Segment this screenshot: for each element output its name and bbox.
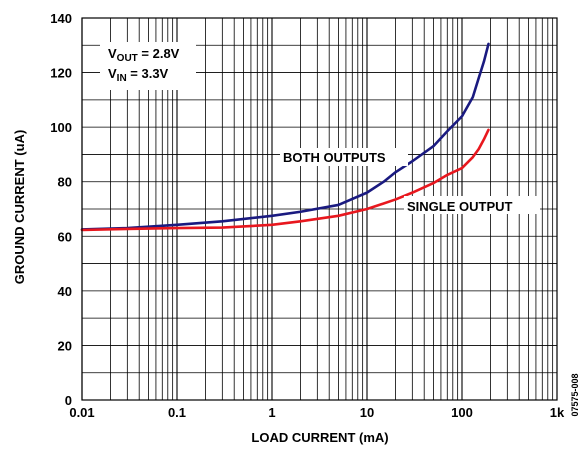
y-tick-label: 20 bbox=[58, 338, 72, 353]
x-tick-label: 0.01 bbox=[69, 405, 94, 420]
tick-labels: 0.01 0.1 1 10 100 1k 0 20 40 60 80 100 120 140 bbox=[50, 11, 565, 420]
conditions-annotation-box bbox=[100, 42, 196, 90]
single-output-label: SINGLE OUTPUT bbox=[407, 199, 513, 214]
x-axis-title: LOAD CURRENT (mA) bbox=[251, 430, 388, 445]
both-outputs-label: BOTH OUTPUTS bbox=[283, 150, 386, 165]
y-tick-label: 40 bbox=[58, 284, 72, 299]
vout-annotation: VOUT = 2.8V bbox=[108, 46, 180, 64]
y-tick-label: 120 bbox=[50, 66, 72, 81]
single-output-label-bg bbox=[404, 196, 540, 214]
series-lines bbox=[80, 42, 490, 232]
y-tick-label: 140 bbox=[50, 11, 72, 26]
x-tick-label: 1 bbox=[268, 405, 275, 420]
figure-code: 07575-008 bbox=[570, 373, 580, 416]
both-outputs-label-bg bbox=[280, 148, 408, 166]
y-tick-label: 80 bbox=[58, 175, 72, 190]
single-output-line bbox=[80, 128, 490, 232]
plot-frame bbox=[81, 17, 558, 401]
y-tick-label: 100 bbox=[50, 120, 72, 135]
x-tick-label: 0.1 bbox=[168, 405, 186, 420]
x-tick-label: 1k bbox=[550, 405, 565, 420]
y-tick-label: 0 bbox=[65, 393, 72, 408]
y-tick-label: 60 bbox=[58, 229, 72, 244]
x-tick-label: 100 bbox=[451, 405, 473, 420]
vin-annotation: VIN = 3.3V bbox=[108, 66, 169, 84]
x-tick-label: 10 bbox=[360, 405, 374, 420]
y-axis-title: GROUND CURRENT (uA) bbox=[12, 130, 27, 285]
both-outputs-line bbox=[80, 42, 490, 231]
